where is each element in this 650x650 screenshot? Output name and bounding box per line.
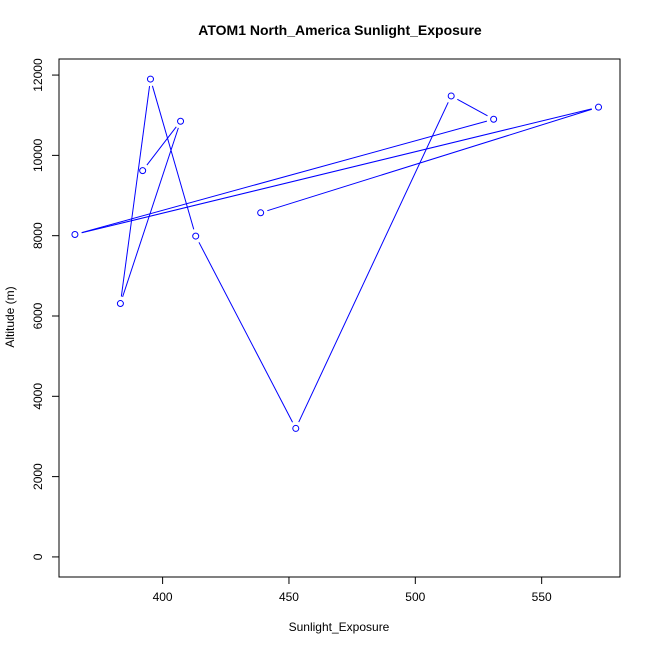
- x-tick-label: 550: [532, 590, 552, 604]
- data-point: [595, 103, 603, 111]
- series-segment: [457, 98, 488, 117]
- series-segment: [146, 126, 177, 166]
- y-axis: 0 2000 4000 6000 8000 10000 12000: [31, 58, 59, 560]
- data-point: [192, 232, 200, 240]
- x-tick-label: 400: [153, 590, 173, 604]
- plot-frame: [58, 58, 621, 578]
- y-tick-label: 8000: [31, 222, 45, 249]
- data-point: [116, 300, 124, 308]
- data-point: [146, 75, 154, 83]
- x-tick-label: 450: [279, 590, 299, 604]
- x-axis: 400 450 500 550: [153, 577, 552, 604]
- y-tick-label: 2000: [31, 463, 45, 490]
- data-point: [139, 167, 147, 175]
- x-tick-label: 500: [405, 590, 425, 604]
- data-point: [490, 115, 498, 123]
- y-tick-label: 0: [31, 553, 45, 560]
- y-tick-label: 12000: [31, 58, 45, 92]
- data-point: [177, 117, 185, 125]
- data-point: [71, 230, 79, 238]
- series-segment: [81, 108, 592, 234]
- data-point: [447, 92, 455, 100]
- series-layer: [71, 75, 603, 432]
- series-segment: [81, 120, 488, 234]
- series-segment: [198, 242, 293, 423]
- series-segment: [151, 85, 195, 230]
- y-tick-label: 6000: [31, 302, 45, 329]
- data-point: [292, 424, 300, 432]
- series-segment: [298, 102, 449, 423]
- chart-title: ATOM1 North_America Sunlight_Exposure: [198, 22, 482, 38]
- series-segment: [267, 108, 592, 212]
- data-point: [257, 209, 265, 217]
- series-segment: [122, 127, 179, 298]
- y-tick-label: 4000: [31, 383, 45, 410]
- x-axis-label: Sunlight_Exposure: [289, 620, 390, 634]
- y-tick-label: 10000: [31, 138, 45, 172]
- y-axis-label: Altitude (m): [3, 286, 17, 347]
- series-segment: [120, 85, 151, 297]
